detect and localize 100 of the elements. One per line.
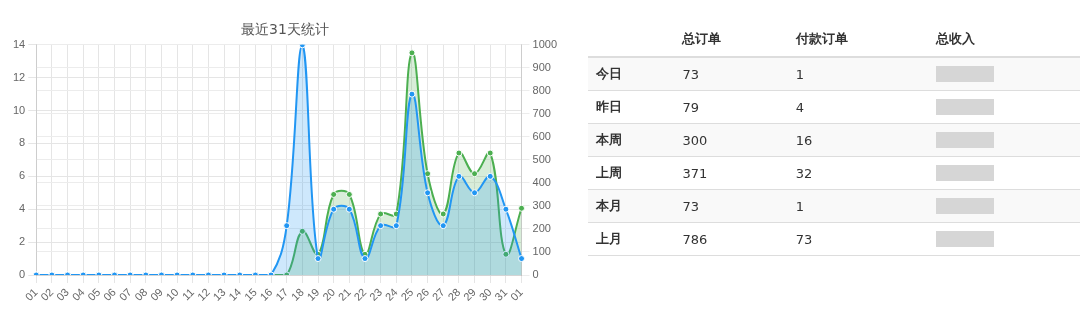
text: 73 [682, 198, 699, 214]
x-tick-label: 26 [414, 285, 432, 303]
text: 73 [682, 66, 699, 82]
category-label: 付款订单 [787, 22, 928, 57]
category-label: 总订单 [674, 22, 788, 57]
x-tick-label: 16 [257, 285, 275, 303]
x-tick-label: 21 [335, 285, 353, 303]
y-tick-label: 6 [19, 169, 26, 182]
text: 16 [795, 132, 813, 148]
point [471, 170, 479, 178]
text: 1 [795, 198, 804, 214]
text: 32 [795, 165, 813, 181]
x-tick-label: 31 [492, 285, 510, 303]
x-tick-label: 01 [22, 285, 40, 303]
x-tick-label: 29 [460, 285, 479, 303]
text: 79 [682, 99, 699, 115]
x-tick-label: 30 [476, 285, 494, 303]
x-tick-label: 03 [53, 285, 72, 303]
point [283, 222, 291, 230]
x-tick-label: 12 [194, 285, 212, 303]
point [439, 222, 447, 230]
point [377, 210, 385, 218]
y-tick-label: 12 [12, 70, 26, 83]
x-tick-label: 22 [351, 285, 369, 303]
point [471, 189, 479, 197]
x-tick-label: 08 [132, 285, 150, 303]
y2-tick-label: 400 [532, 175, 551, 188]
point [518, 204, 526, 212]
x-tick-label: 05 [85, 285, 103, 303]
y-tick-label: 10 [12, 103, 26, 116]
category-label: 上周 [596, 165, 622, 180]
point [298, 227, 306, 235]
point [518, 255, 526, 263]
text: 1 [795, 66, 804, 82]
x-tick-label: 11 [179, 285, 197, 303]
y2-tick-label: 0 [532, 268, 539, 281]
y2-tick-label: 900 [532, 60, 551, 73]
point [392, 222, 400, 230]
text: 300 [682, 132, 708, 148]
category-label: 本周 [596, 132, 622, 147]
y2-tick-label: 800 [532, 83, 551, 96]
y-tick-label: 14 [12, 37, 26, 50]
point [486, 149, 494, 157]
x-tick-label: 07 [116, 285, 134, 303]
category-label: 总收入 [927, 22, 1080, 57]
x-tick-label: 24 [382, 285, 400, 303]
point [408, 90, 416, 98]
x-tick-label: 19 [304, 285, 322, 303]
category-label: 今日 [596, 66, 622, 81]
y2-tick-label: 500 [532, 152, 551, 165]
x-tick-label: 04 [69, 285, 87, 303]
text: 73 [795, 231, 813, 247]
point [345, 205, 353, 213]
x-tick-label: 23 [367, 285, 385, 303]
category-label: 上月 [596, 231, 622, 246]
y2-tick-label: 200 [532, 222, 551, 234]
x-tick-label: 28 [445, 285, 463, 303]
point [424, 170, 432, 178]
chart-title: 最近31天统计 [241, 21, 329, 38]
y-tick-label: 2 [19, 235, 26, 248]
point [455, 149, 463, 157]
x-tick-label: 06 [100, 285, 119, 303]
point [330, 205, 338, 213]
point [439, 210, 447, 218]
x-tick-label: 27 [429, 285, 447, 303]
point [345, 190, 353, 198]
y2-tick-label: 700 [532, 106, 551, 119]
point [361, 255, 369, 263]
x-tick-label: 13 [210, 285, 228, 303]
x-tick-label: 20 [320, 285, 338, 303]
x-tick-label: 25 [398, 285, 416, 303]
x-tick-label: 10 [163, 285, 181, 303]
x-tick-label: 09 [147, 285, 166, 303]
point [455, 172, 463, 180]
point [408, 49, 416, 57]
y-tick-label: 8 [19, 136, 26, 149]
point [502, 250, 510, 258]
point [330, 190, 338, 198]
point [424, 189, 432, 197]
text: 4 [795, 99, 804, 115]
text: 371 [682, 165, 708, 181]
x-tick-label: 18 [288, 285, 306, 303]
y2-tick-label: 300 [532, 198, 551, 211]
category-label: 昨日 [596, 99, 622, 114]
y2-tick-label: 600 [532, 129, 551, 142]
x-tick-label: 02 [38, 285, 56, 303]
x-tick-label: 01 [507, 285, 526, 303]
point [502, 205, 510, 213]
x-tick-label: 14 [226, 285, 244, 303]
category-label: 本月 [596, 198, 622, 213]
point [486, 172, 494, 180]
y-tick-label: 4 [19, 202, 26, 215]
y2-tick-label: 100 [532, 245, 551, 258]
y-tick-label: 0 [19, 268, 26, 281]
point [314, 255, 322, 263]
y2-tick-label: 1000 [532, 37, 558, 50]
text: 786 [682, 231, 708, 247]
x-tick-label: 15 [241, 285, 259, 303]
point [377, 222, 385, 230]
x-tick-label: 17 [273, 285, 291, 303]
